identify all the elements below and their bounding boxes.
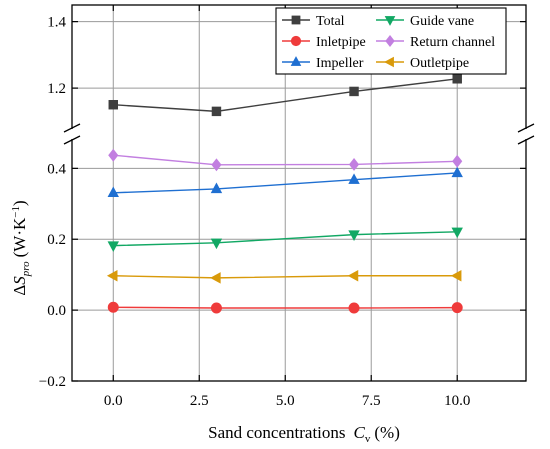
x-axis-label: Sand concentrations Cv (%) bbox=[208, 423, 400, 445]
data-point bbox=[210, 238, 223, 250]
legend-label: Guide vane bbox=[410, 14, 474, 29]
legend-marker bbox=[290, 35, 302, 47]
axis-break-slash bbox=[517, 135, 535, 145]
axis-ticks: 0.0 2.5 5.0 7.5 10.0 −0.2 0.0 0.2 0.4 1.2 1.4 bbox=[39, 5, 526, 409]
axis-break-slash bbox=[63, 135, 81, 145]
series-line bbox=[113, 172, 458, 194]
series-line bbox=[113, 306, 458, 309]
series-layer bbox=[106, 74, 463, 314]
y-tick-label: 1.4 bbox=[47, 15, 66, 31]
legend-label: Return channel bbox=[410, 35, 495, 50]
data-point bbox=[348, 173, 360, 184]
legend-label: Outletpipe bbox=[410, 56, 469, 71]
axis-break-gap-right bbox=[518, 129, 534, 139]
data-point bbox=[347, 270, 359, 282]
data-point bbox=[450, 270, 462, 282]
series-outletpipe bbox=[106, 270, 462, 284]
data-point bbox=[107, 241, 119, 252]
legend-marker bbox=[291, 15, 301, 25]
data-point bbox=[348, 230, 360, 241]
y-axis-label: ΔSpro(W·K−1) bbox=[10, 200, 32, 295]
series-line bbox=[113, 275, 458, 279]
data-point bbox=[107, 186, 119, 198]
data-point bbox=[210, 182, 223, 194]
x-tick-label: 5.0 bbox=[276, 393, 295, 409]
data-point bbox=[348, 157, 360, 171]
legend-label: Impeller bbox=[316, 56, 364, 71]
legend-marker bbox=[384, 56, 394, 68]
legend-label: Total bbox=[316, 14, 345, 29]
series-impeller bbox=[107, 166, 463, 198]
data-point bbox=[452, 154, 463, 168]
data-point bbox=[108, 148, 119, 162]
legend-item: Inletpipe bbox=[282, 35, 366, 50]
y-tick-label: −0.2 bbox=[39, 374, 66, 390]
data-point bbox=[210, 272, 221, 284]
legend-marker bbox=[290, 56, 302, 66]
data-point bbox=[451, 227, 463, 239]
legend-item: Impeller bbox=[282, 56, 364, 71]
legend-item: Total bbox=[282, 14, 345, 29]
data-point bbox=[108, 100, 118, 110]
data-point bbox=[107, 301, 119, 313]
series-total bbox=[108, 74, 462, 117]
data-point bbox=[106, 270, 118, 282]
y-tick-label: 0.4 bbox=[47, 161, 66, 177]
y-tick-label: 0.2 bbox=[47, 232, 66, 248]
axis-break-slash bbox=[517, 123, 535, 133]
data-point bbox=[451, 302, 463, 314]
data-point bbox=[349, 86, 359, 97]
legend-marker bbox=[385, 34, 395, 48]
data-point bbox=[211, 158, 222, 172]
y-tick-label: 1.2 bbox=[47, 81, 66, 97]
legend-item: Outletpipe bbox=[376, 56, 469, 71]
series-inletpipe bbox=[107, 301, 463, 314]
legend-label: Inletpipe bbox=[316, 35, 366, 50]
data-point bbox=[452, 74, 462, 84]
data-point bbox=[210, 302, 222, 314]
plot-frame bbox=[71, 4, 527, 382]
legend-item: Guide vane bbox=[376, 14, 474, 29]
legend-marker bbox=[384, 16, 396, 26]
x-tick-label: 10.0 bbox=[444, 393, 470, 409]
x-tick-label: 0.0 bbox=[104, 393, 123, 409]
series-guide-vane bbox=[107, 227, 463, 252]
series-return-channel bbox=[108, 148, 463, 172]
data-point bbox=[348, 302, 360, 314]
series-line bbox=[113, 78, 458, 113]
x-tick-label: 2.5 bbox=[190, 393, 209, 409]
legend-item: Return channel bbox=[376, 34, 495, 50]
x-tick-label: 7.5 bbox=[362, 393, 381, 409]
data-point bbox=[451, 166, 463, 178]
series-line bbox=[113, 231, 458, 247]
series-line bbox=[113, 154, 458, 166]
axis-break-marks bbox=[63, 123, 535, 145]
y-tick-label: 0.0 bbox=[47, 303, 66, 319]
axis-break-gap-left bbox=[64, 129, 80, 139]
axis-break-slash bbox=[63, 123, 81, 133]
data-point bbox=[211, 106, 222, 117]
legend: Total Inletpipe Impeller Guide vane Return c… bbox=[275, 7, 507, 75]
